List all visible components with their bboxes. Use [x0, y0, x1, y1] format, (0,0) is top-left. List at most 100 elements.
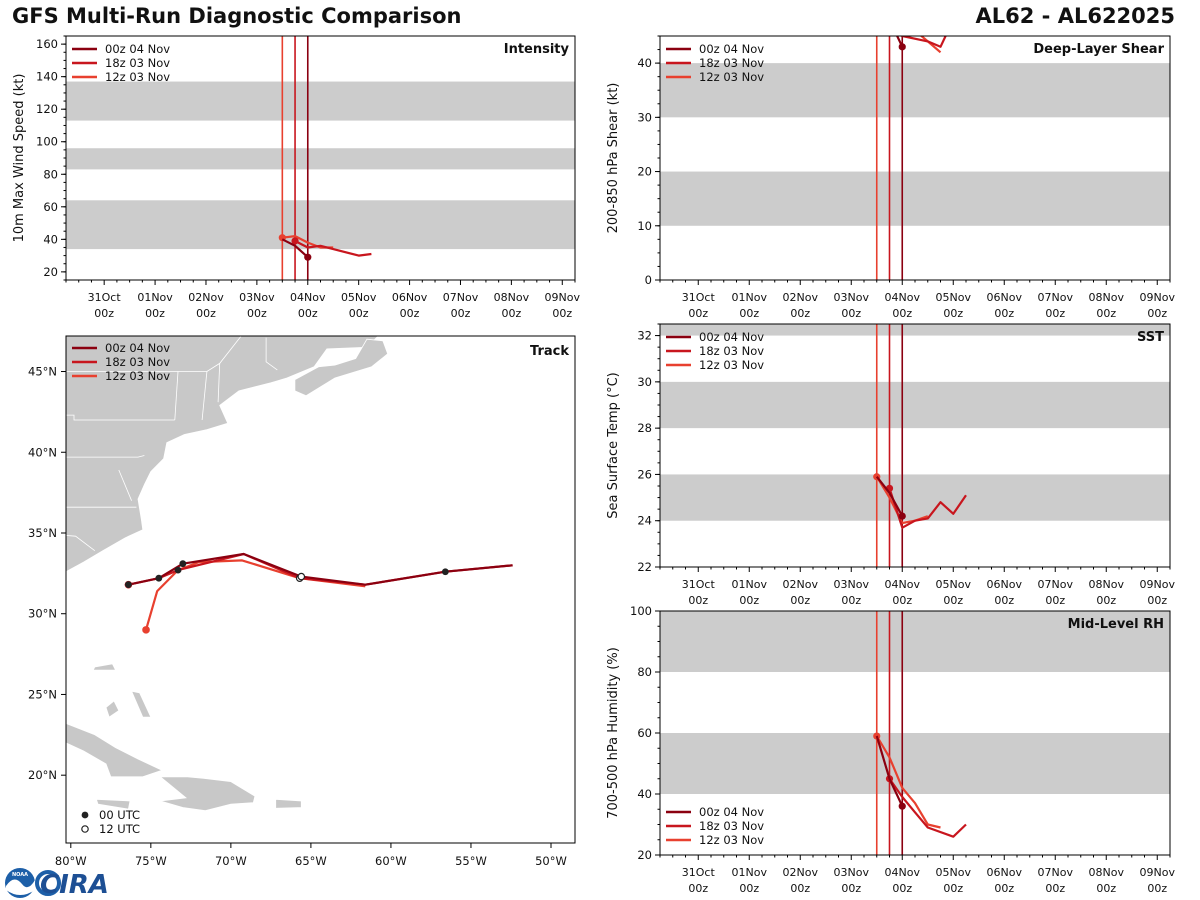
track-marker-00utc [174, 566, 182, 574]
y-tick-label: 100 [630, 604, 652, 618]
shaded-band [660, 611, 1170, 672]
y-axis-label: Sea Surface Temp (°C) [606, 372, 621, 519]
legend-label: 12z 03 Nov [105, 70, 170, 84]
x-tick-label: 00z [892, 307, 912, 320]
y-tick-label: 40 [637, 787, 652, 801]
x-tick-label: 04Nov [290, 291, 326, 304]
x-tick-label: 02Nov [188, 291, 224, 304]
political-border [66, 414, 175, 421]
x-tick-label: 00z [841, 307, 861, 320]
land-north-america [66, 336, 379, 573]
x-tick-label: 00z [1045, 594, 1065, 607]
x-tick-label: 07Nov [1038, 578, 1074, 591]
political-border [265, 337, 278, 371]
panel-title: Track [530, 344, 569, 359]
y-tick-label: 28 [637, 421, 652, 435]
x-tick-label: 55°W [455, 854, 487, 868]
legend-label: 00z 04 Nov [105, 341, 170, 355]
legend-label: 00z 04 Nov [699, 805, 764, 819]
noaa-logo-wave [6, 879, 35, 895]
y-tick-label: 10 [637, 219, 652, 233]
y-tick-label: 26 [637, 467, 652, 481]
page-title: GFS Multi-Run Diagnostic Comparison [12, 4, 462, 28]
x-tick-label: 00z [943, 307, 963, 320]
x-tick-label: 00z [552, 307, 572, 320]
x-tick-label: 00z [994, 307, 1014, 320]
y-tick-label: 40 [43, 232, 58, 246]
y-tick-label: 30 [637, 110, 652, 124]
y-tick-label: 22 [637, 560, 652, 574]
series-start-point [304, 253, 312, 261]
y-tick-label: 35°N [28, 526, 57, 540]
political-border [217, 363, 221, 403]
land-jamaica [95, 798, 131, 810]
noaa-logo-text: NOAA [12, 872, 28, 878]
y-tick-label: 24 [637, 514, 652, 528]
x-tick-label: 00z [943, 594, 963, 607]
x-tick-label: 31Oct [682, 291, 716, 304]
land-bahamas [130, 690, 152, 718]
x-tick-label: 05Nov [936, 578, 972, 591]
shaded-band [660, 733, 1170, 794]
y-tick-label: 0 [645, 273, 652, 287]
x-tick-label: 08Nov [1089, 866, 1125, 879]
series-line [888, 487, 967, 529]
y-tick-label: 20 [637, 165, 652, 179]
panel-title: Deep-Layer Shear [1033, 42, 1164, 57]
x-tick-label: 00z [841, 594, 861, 607]
legend-label: 18z 03 Nov [105, 355, 170, 369]
political-border [66, 455, 145, 458]
y-tick-label: 120 [36, 102, 58, 116]
legend-label: 12z 03 Nov [699, 833, 764, 847]
x-tick-label: 00z [400, 307, 420, 320]
land-cuba [66, 723, 164, 778]
series-line [294, 240, 372, 257]
y-axis-label: 700-500 hPa Humidity (%) [606, 647, 621, 819]
track-marker-00utc [441, 568, 449, 576]
shaded-band [66, 81, 575, 121]
x-tick-label: 80°W [55, 854, 87, 868]
track-marker-00utc [179, 560, 187, 568]
series-line [899, 36, 947, 48]
land-newfoundland [400, 336, 402, 337]
y-tick-label: 32 [637, 329, 652, 343]
series-start-point [886, 27, 893, 34]
x-tick-label: 00z [1045, 307, 1065, 320]
x-tick-label: 03Nov [834, 291, 870, 304]
y-tick-label: 60 [637, 726, 652, 740]
y-tick-label: 30°N [28, 607, 57, 621]
legend-label: 18z 03 Nov [699, 56, 764, 70]
x-tick-label: 09Nov [545, 291, 581, 304]
y-tick-label: 80 [43, 167, 58, 181]
x-tick-label: 03Nov [834, 866, 870, 879]
x-tick-label: 00z [892, 594, 912, 607]
y-tick-label: 160 [36, 37, 58, 51]
political-border [118, 469, 132, 501]
series-line [875, 735, 904, 807]
x-tick-label: 06Nov [392, 291, 428, 304]
land-nova-scotia [294, 338, 389, 397]
shaded-band [66, 148, 575, 170]
x-tick-label: 04Nov [885, 291, 921, 304]
panel-title: SST [1137, 330, 1164, 345]
x-tick-label: 00z [501, 307, 521, 320]
x-tick-label: 00z [1096, 307, 1116, 320]
x-tick-label: 00z [349, 307, 369, 320]
x-tick-label: 01Nov [732, 291, 768, 304]
x-tick-label: 03Nov [834, 578, 870, 591]
x-tick-label: 00z [790, 882, 810, 895]
x-tick-label: 08Nov [494, 291, 530, 304]
legend-label: 12z 03 Nov [699, 70, 764, 84]
x-tick-label: 00z [739, 594, 759, 607]
x-tick-label: 00z [790, 594, 810, 607]
x-tick-label: 00z [688, 307, 708, 320]
track-marker-00utc [155, 574, 163, 582]
y-tick-label: 30 [637, 375, 652, 389]
x-tick-label: 00z [739, 307, 759, 320]
x-tick-label: 08Nov [1089, 578, 1125, 591]
x-tick-label: 00z [94, 307, 114, 320]
land-puerto-rico [275, 798, 302, 809]
x-tick-label: 65°W [295, 854, 327, 868]
x-tick-label: 01Nov [732, 578, 768, 591]
track-start-point [142, 626, 150, 634]
